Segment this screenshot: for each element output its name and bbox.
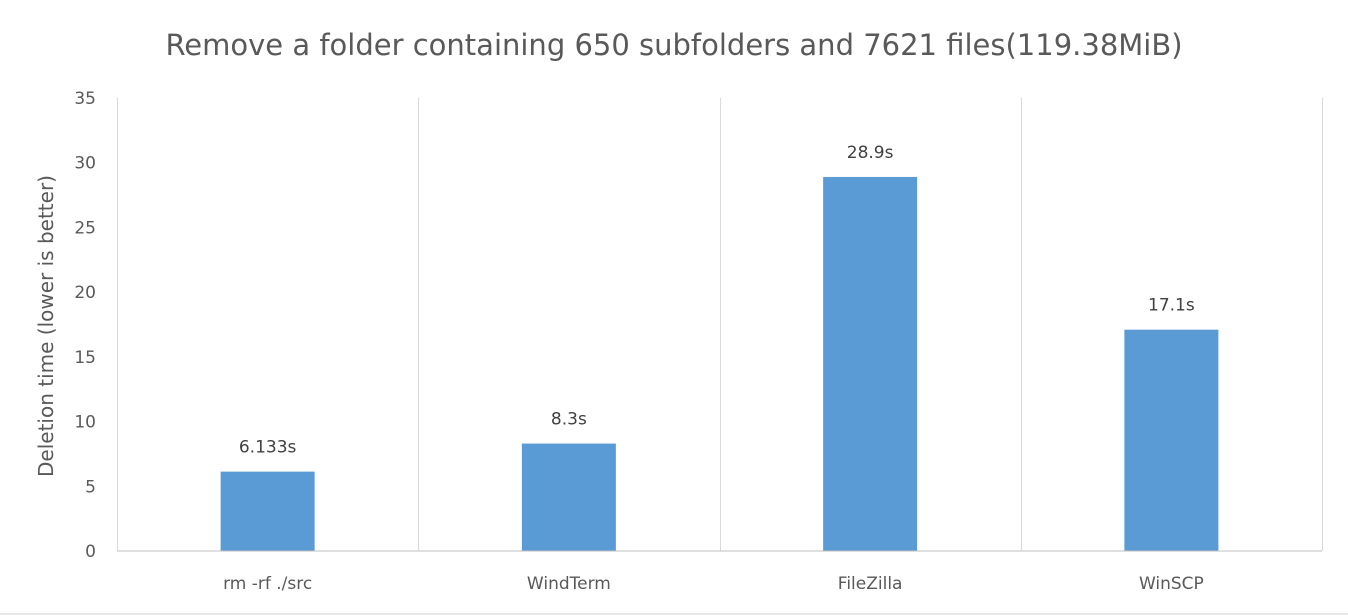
bar	[220, 471, 315, 551]
y-tick-label: 15	[74, 348, 96, 368]
x-category-labels: rm -rf ./src WindTerm FileZilla WinSCP	[223, 574, 1204, 594]
bars-layer	[220, 176, 1219, 552]
y-tick-label: 5	[85, 477, 96, 497]
data-label: 28.9s	[847, 143, 894, 163]
data-label: 6.133s	[239, 438, 297, 458]
chart-title: Remove a folder containing 650 subfolder…	[165, 28, 1182, 62]
y-tick-label: 35	[74, 89, 96, 109]
y-tick-label: 0	[85, 542, 96, 562]
data-labels: 6.133s 8.3s 28.9s 17.1s	[239, 143, 1195, 458]
y-tick-labels: 0 5 10 15 20 25 30 35	[74, 89, 96, 562]
bottom-border	[0, 613, 1348, 615]
y-axis-label: Deletion time (lower is better)	[34, 175, 58, 477]
bar	[521, 443, 616, 551]
x-category-label: WindTerm	[527, 574, 611, 594]
y-tick-label: 20	[74, 283, 96, 303]
y-tick-label: 30	[74, 154, 96, 174]
data-label: 8.3s	[551, 410, 587, 430]
y-tick-label: 25	[74, 218, 96, 238]
x-category-label: rm -rf ./src	[223, 574, 312, 594]
data-label: 17.1s	[1148, 296, 1195, 316]
bar	[823, 176, 918, 552]
x-category-label: WinSCP	[1139, 574, 1204, 594]
x-category-label: FileZilla	[838, 574, 903, 594]
grid-layer	[117, 98, 1323, 551]
bar	[1124, 329, 1219, 551]
y-tick-label: 10	[74, 413, 96, 433]
